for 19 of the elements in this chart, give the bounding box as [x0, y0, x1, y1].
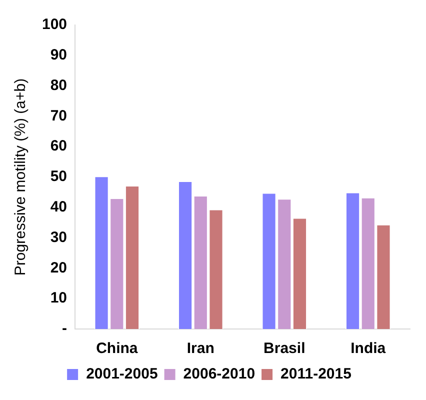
x-tick-label: Brasil: [264, 340, 306, 358]
y-tick-label: 50: [50, 168, 68, 186]
y-tick-label: 100: [42, 16, 68, 34]
y-tick-label: 40: [50, 198, 68, 216]
y-tick-label: 90: [50, 46, 68, 64]
y-tick-label: 30: [50, 228, 68, 246]
y-tick-label: 80: [50, 76, 68, 94]
y-tick-label: 20: [50, 259, 68, 276]
x-tick-label: India: [350, 340, 386, 358]
legend-label: 2011-2015: [280, 366, 352, 383]
y-tick-label: 70: [50, 107, 68, 124]
y-tick-label: 60: [50, 138, 68, 155]
y-axis-title: Progressive motility (%) (a+b): [12, 78, 30, 276]
x-tick-label: Iran: [186, 340, 214, 358]
legend-label: 2006-2010: [183, 366, 256, 383]
x-tick-label: China: [96, 340, 138, 358]
y-tick-label: 10: [50, 290, 68, 307]
y-tick-label: -: [62, 320, 68, 338]
legend-label: 2001-2005: [86, 366, 158, 383]
